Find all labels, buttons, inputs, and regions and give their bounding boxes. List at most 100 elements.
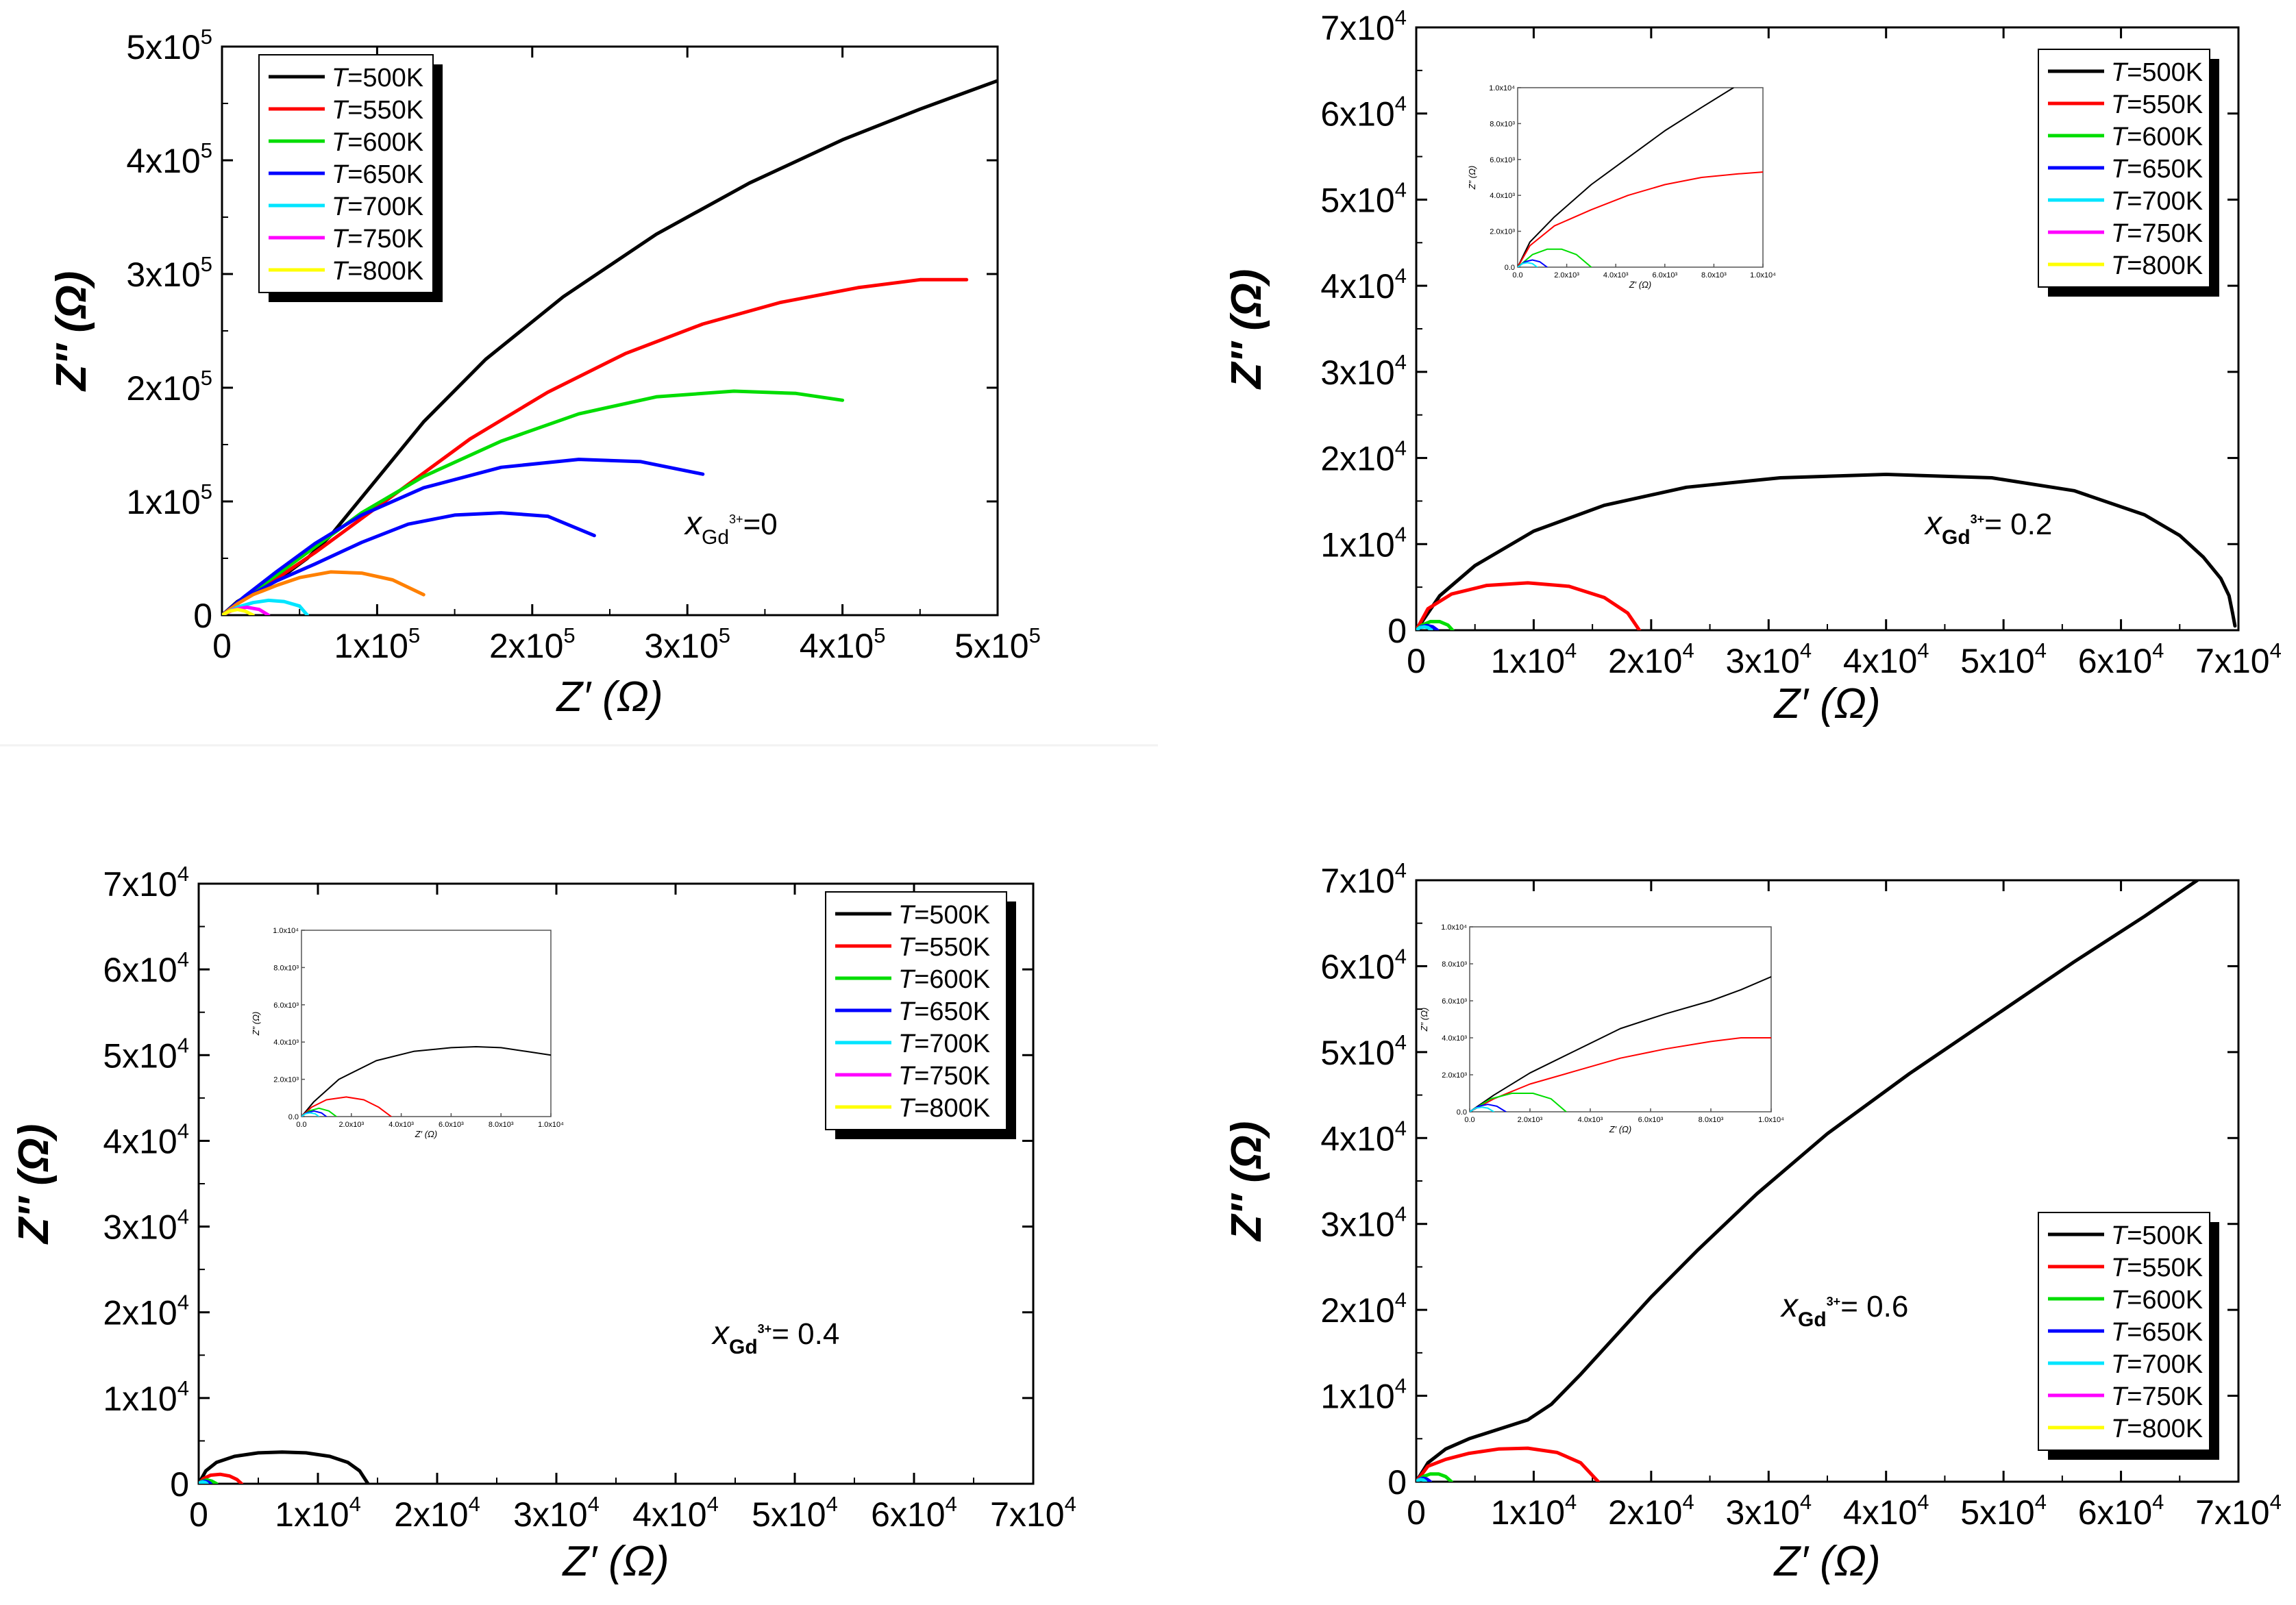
y-tick-label: 4x104 [1320, 1116, 1407, 1158]
y-tick-label: 1x105 [126, 480, 212, 521]
inset-x-axis-label: Z′ (Ω) [415, 1129, 438, 1139]
legend-label: T=800K [898, 1094, 990, 1123]
y-tick-label: 2x105 [126, 366, 212, 408]
y-tick-label: 3x105 [126, 252, 212, 294]
inset-x-tick-label: 2.0x10³ [338, 1121, 364, 1129]
inset-y-tick-label: 2.0x10³ [1490, 228, 1515, 236]
x-tick-label: 1x104 [1491, 1490, 1577, 1532]
inset-x-tick-label: 1.0x10⁴ [1750, 271, 1776, 279]
y-tick-label: 7x104 [1320, 5, 1407, 47]
inset-x-tick-label: 0.0 [1464, 1116, 1474, 1124]
inset-series-line-0 [1470, 975, 1771, 1112]
inset-y-tick-label: 1.0x10⁴ [1441, 923, 1467, 932]
legend-label: T=600K [2111, 123, 2203, 151]
inset-y-tick-label: 6.0x10³ [273, 1001, 299, 1010]
inset-y-tick-label: 8.0x10³ [1442, 960, 1467, 969]
x-tick-label: 6x104 [2078, 638, 2164, 680]
inset-plot: 0.00.0 2.0x10³ 2.0x10³ 4.0x10³ 4.0x10³ 6.0x10… [1467, 84, 1776, 290]
legend: T=500K T=550K T=600K T=650K T=700K T=750K T=80… [2038, 1212, 2219, 1460]
legend-label: T=750K [2111, 1382, 2203, 1411]
legend-label: T=600K [2111, 1286, 2203, 1315]
series-line-550K [1416, 581, 1642, 630]
series-line-700K [1416, 1478, 1428, 1482]
y-tick-label: 0 [193, 597, 212, 635]
y-tick-label: 4x104 [1320, 264, 1407, 306]
y-tick-label: 5x104 [1320, 1030, 1407, 1072]
y-tick-label: 1x104 [103, 1376, 189, 1418]
inset-x-axis-label: Z′ (Ω) [1629, 279, 1652, 290]
inset-y-tick-label: 8.0x10³ [273, 964, 299, 972]
series-line-550K [1416, 1446, 1601, 1482]
y-tick-label: 5x105 [126, 25, 212, 66]
inset-series-line-2 [1518, 248, 1592, 267]
legend-label: T=800K [332, 257, 423, 286]
x-tick-label: 7x104 [2195, 1490, 2282, 1532]
x-tick-label: 1x104 [1491, 638, 1577, 680]
inset-plot: 0.00.0 2.0x10³ 2.0x10³ 4.0x10³ 4.0x10³ 6.0x10… [251, 927, 564, 1139]
inset-y-tick-label: 4.0x10³ [273, 1038, 299, 1047]
y-tick-label: 4x104 [103, 1119, 189, 1160]
inset-series-group [1518, 88, 1763, 267]
y-tick-label: 6x104 [103, 947, 189, 989]
series-line-600K [222, 389, 845, 615]
series-line-700K [199, 1480, 209, 1484]
legend-label: T=500K [2111, 1221, 2203, 1250]
x-tick-label: 4x104 [1843, 1490, 1929, 1532]
inset-series-line-1 [1470, 1037, 1771, 1112]
inset-x-tick-label: 1.0x10⁴ [1758, 1116, 1784, 1124]
inset-x-axis-label: Z′ (Ω) [1609, 1124, 1632, 1134]
inset-y-axis-label: Z″ (Ω) [1419, 1008, 1429, 1032]
inset-y-tick-label: 8.0x10³ [1490, 120, 1515, 128]
x-tick-label: 1x105 [334, 623, 421, 665]
inset-y-tick-label: 0.0 [288, 1113, 299, 1121]
series-group [1416, 880, 2199, 1482]
inset-y-tick-label: 0.0 [1505, 264, 1515, 272]
y-tick-label: 2x104 [103, 1291, 189, 1332]
legend-label: T=750K [2111, 219, 2203, 248]
legend-label: T=500K [332, 64, 423, 92]
y-tick-label: 2x104 [1320, 1288, 1407, 1330]
legend: T=500K T=550K T=600K T=650K T=700K T=750K T=80… [825, 891, 1016, 1139]
inset-plot: 0.00.0 2.0x10³ 2.0x10³ 4.0x10³ 4.0x10³ 6.0x10… [1419, 923, 1784, 1134]
y-tick-label: 3x104 [103, 1205, 189, 1247]
composition-label: xGd3+=0 [684, 506, 778, 549]
inset-series-group [301, 1046, 551, 1117]
legend-label: T=800K [2111, 251, 2203, 280]
inset-series-line-0 [1518, 88, 1734, 267]
x-tick-label: 2x104 [1608, 1490, 1694, 1532]
panel-c: 0 1x104 2x104 3x104 4x104 5x104 6x104 7x104 0 1x1… [10, 862, 1076, 1585]
x-axis-label: Z′ (Ω) [555, 673, 663, 721]
inset-y-tick-label: 4.0x10³ [1490, 192, 1515, 200]
y-tick-label: 5x104 [1320, 177, 1407, 219]
legend-label: T=650K [2111, 1318, 2203, 1347]
series-line-500K [199, 1450, 370, 1484]
x-tick-label: 3x104 [1725, 1490, 1812, 1532]
series-line-650K [222, 458, 705, 615]
inset-x-tick-label: 6.0x10³ [1652, 271, 1677, 279]
inset-x-tick-label: 6.0x10³ [1638, 1116, 1664, 1124]
x-tick-label: 2x104 [1608, 638, 1694, 680]
x-tick-label: 6x104 [871, 1492, 957, 1534]
inset-frame [1469, 926, 1772, 1112]
x-tick-label: 5x104 [752, 1492, 838, 1534]
x-tick-label: 7x104 [2195, 638, 2282, 680]
inset-frame [301, 930, 552, 1117]
series-group [1416, 473, 2237, 630]
inset-x-tick-label: 1.0x10⁴ [538, 1121, 564, 1129]
legend-label: T=500K [2111, 58, 2203, 87]
composition-label: xGd3+= 0.6 [1780, 1288, 1908, 1331]
legend-label: T=600K [898, 965, 990, 994]
x-tick-label: 5x105 [954, 623, 1041, 665]
legend-label: T=750K [332, 225, 423, 253]
series-line-800K-c [222, 608, 255, 615]
legend-label: T=700K [2111, 187, 2203, 216]
inset-series-line-4 [1518, 262, 1538, 267]
series-line-500K [1416, 473, 2237, 630]
y-axis-label: Z″ (Ω) [48, 271, 95, 393]
inset-x-tick-label: 8.0x10³ [1701, 271, 1727, 279]
inset-y-tick-label: 6.0x10³ [1442, 997, 1467, 1006]
x-tick-label: 3x105 [644, 623, 730, 665]
composition-label: xGd3+= 0.2 [1924, 506, 2052, 549]
legend-label: T=550K [2111, 1254, 2203, 1282]
